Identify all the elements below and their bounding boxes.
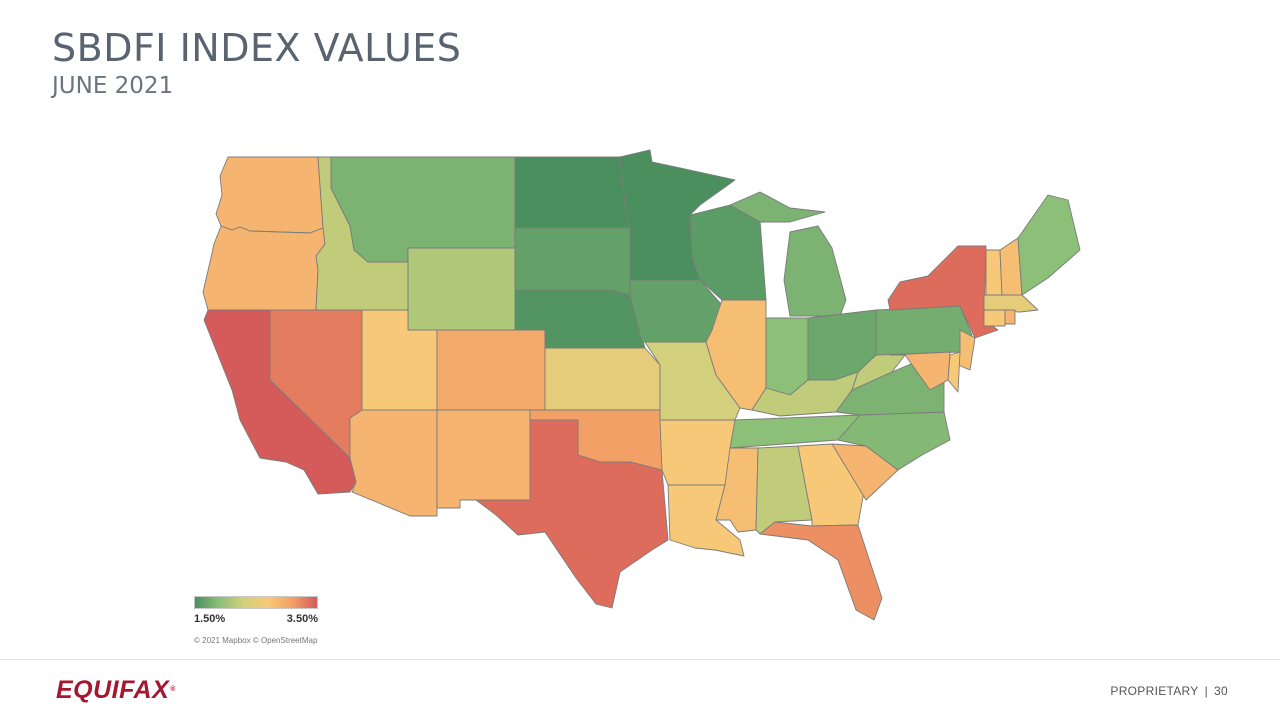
state-arkansas[interactable]: Arkansas: 2.70% xyxy=(659,419,736,486)
state-maryland[interactable]: Maryland: 2.90% xyxy=(889,351,951,391)
footer-info: PROPRIETARY | 30 xyxy=(1110,684,1228,698)
proprietary-label: PROPRIETARY xyxy=(1110,684,1199,698)
state-colorado[interactable]: Colorado: 3.00% xyxy=(436,329,546,411)
state-rhode-island[interactable]: Rhode Island: 2.90% xyxy=(1004,309,1016,325)
state-indiana[interactable]: Indiana: 1.90% xyxy=(765,317,809,396)
state-michigan[interactable]: Michigan: 1.80% xyxy=(729,191,847,317)
state-florida[interactable]: Florida: 3.20% xyxy=(759,521,883,621)
logo-text: EQUIFAX xyxy=(56,676,170,704)
state-maine[interactable]: Maine: 1.90% xyxy=(1017,194,1081,296)
state-vermont[interactable]: Vermont: 2.70% xyxy=(985,249,1003,296)
page-title: SBDFI INDEX VALUES xyxy=(52,26,462,70)
state-iowa[interactable]: Iowa: 1.65% xyxy=(629,279,723,343)
map-attribution[interactable]: © 2021 Mapbox © OpenStreetMap xyxy=(194,636,318,645)
equifax-logo: EQUIFAX® xyxy=(56,676,176,704)
registered-mark: ® xyxy=(170,686,176,693)
state-pennsylvania[interactable]: Pennsylvania: 1.75% xyxy=(875,305,973,356)
page-subtitle: JUNE 2021 xyxy=(52,73,174,99)
state-kentucky[interactable]: Kentucky: 2.20% xyxy=(751,371,859,417)
state-wyoming[interactable]: Wyoming: 2.10% xyxy=(407,247,516,331)
state-tennessee[interactable]: Tennessee: 1.90% xyxy=(729,414,861,449)
legend-max-label: 3.50% xyxy=(286,613,318,625)
state-kansas[interactable]: Kansas: 2.50% xyxy=(544,347,661,411)
page-number: 30 xyxy=(1214,684,1228,698)
color-scale-legend: 1.50% 3.50% xyxy=(194,596,318,625)
state-montana[interactable]: Montana: 1.80% xyxy=(330,156,516,263)
state-north-dakota[interactable]: North Dakota: 1.50% xyxy=(514,156,631,229)
legend-min-label: 1.50% xyxy=(194,613,226,625)
footer-divider xyxy=(0,659,1280,660)
state-texas[interactable]: Texas: 3.40% xyxy=(475,419,669,609)
state-connecticut[interactable]: Connecticut: 2.70% xyxy=(983,309,1006,327)
state-oregon[interactable]: Oregon: 2.90% xyxy=(202,225,326,311)
state-new-jersey[interactable]: New Jersey: 2.80% xyxy=(957,329,976,371)
state-new-mexico[interactable]: New Mexico: 2.90% xyxy=(436,409,531,509)
state-south-dakota[interactable]: South Dakota: 1.65% xyxy=(514,227,631,296)
state-massachusetts[interactable]: Massachusetts: 2.50% xyxy=(983,294,1039,313)
state-arizona[interactable]: Arizona: 2.90% xyxy=(349,409,438,517)
footer-separator: | xyxy=(1204,684,1209,698)
state-washington[interactable]: Washington: 2.90% xyxy=(215,156,324,234)
legend-gradient-bar xyxy=(194,596,318,609)
